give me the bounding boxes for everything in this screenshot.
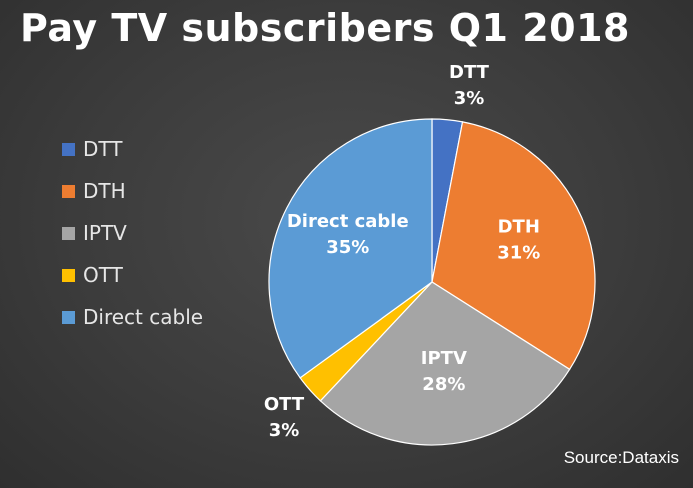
legend-item-direct-cable: Direct cable: [62, 296, 203, 338]
chart-title: Pay TV subscribers Q1 2018: [20, 6, 630, 50]
legend-swatch-iptv: [62, 226, 75, 240]
slice-value-dth: 31%: [497, 242, 540, 263]
slice-label-dtt: DTT: [449, 62, 490, 83]
slice-value-iptv: 28%: [422, 374, 465, 395]
slice-label-ott: OTT: [264, 394, 305, 415]
legend-label-dtt: DTT: [83, 137, 123, 161]
legend-item-dth: DTH: [62, 170, 203, 212]
legend-label-direct-cable: Direct cable: [83, 305, 204, 329]
legend-swatch-direct-cable: [62, 310, 75, 324]
source-note: Source:Dataxis: [563, 448, 679, 467]
pie-labels: DTT 3% DTH 31% IPTV 28% OTT 3% Direct cable 35%: [264, 62, 540, 441]
legend-label-ott: OTT: [83, 263, 123, 287]
slice-value-dtt: 3%: [454, 88, 485, 109]
slice-label-dth: DTH: [498, 216, 540, 237]
legend-swatch-ott: [62, 268, 75, 282]
chart-legend: DTT DTH IPTV OTT Direct cable: [62, 128, 203, 338]
legend-item-ott: OTT: [62, 254, 203, 296]
slice-value-ott: 3%: [269, 420, 300, 441]
pie-slice-direct-cable: [268, 118, 433, 379]
slice-label-direct-cable: Direct cable: [287, 211, 409, 232]
pie-slice-iptv: [319, 281, 571, 446]
legend-item-dtt: DTT: [62, 128, 203, 170]
legend-label-dth: DTH: [83, 179, 126, 203]
legend-swatch-dth: [62, 184, 75, 198]
legend-label-iptv: IPTV: [83, 221, 127, 245]
pie-slices: [268, 118, 596, 446]
legend-item-iptv: IPTV: [62, 212, 203, 254]
legend-swatch-dtt: [62, 142, 75, 156]
slice-label-iptv: IPTV: [421, 348, 467, 369]
slice-value-direct-cable: 35%: [326, 237, 369, 258]
